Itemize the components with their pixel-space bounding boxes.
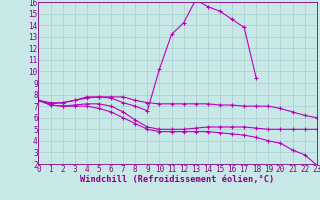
X-axis label: Windchill (Refroidissement éolien,°C): Windchill (Refroidissement éolien,°C)	[80, 175, 275, 184]
